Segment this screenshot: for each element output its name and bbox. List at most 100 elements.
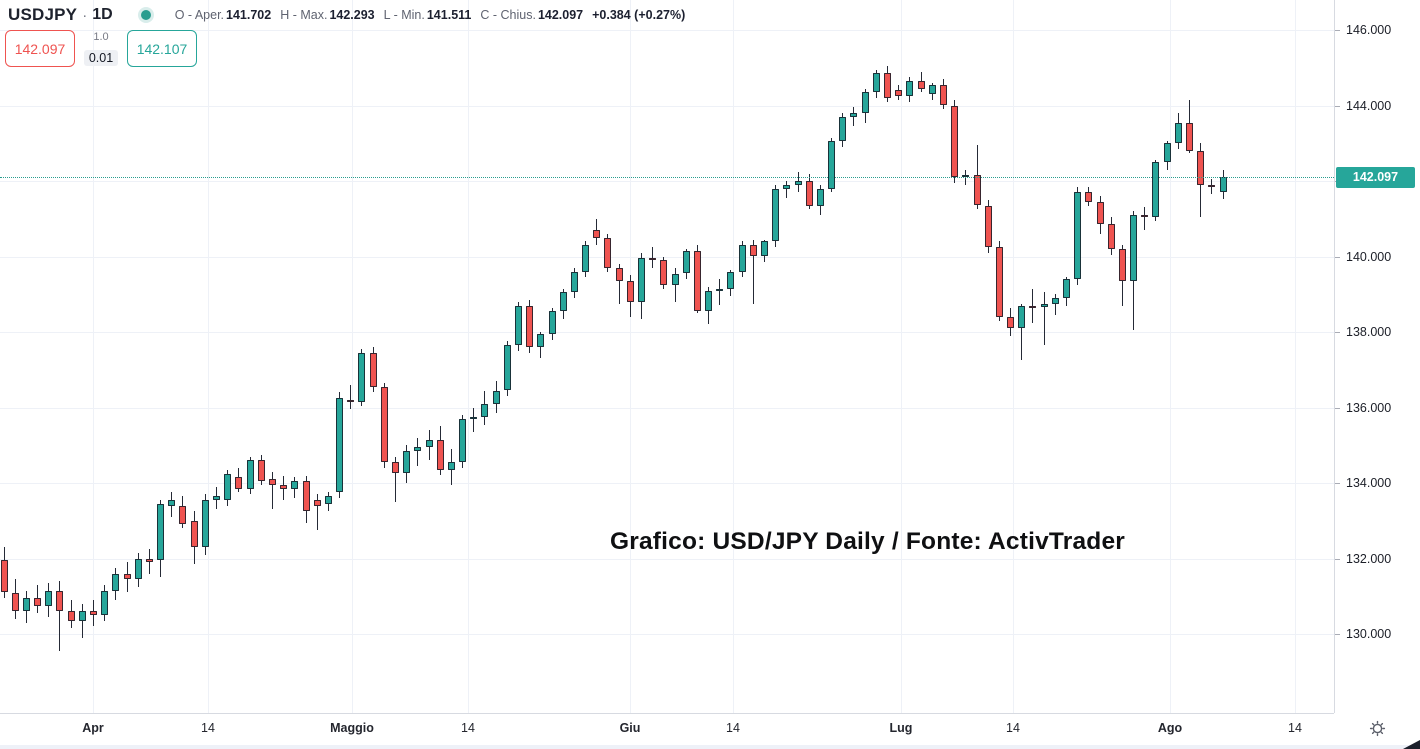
candle (850, 113, 858, 117)
candle-wick (618, 264, 620, 304)
candle (906, 81, 914, 97)
order-panel: 142.097 1.0 0.01 142.107 (5, 30, 197, 67)
horizontal-gridline (0, 483, 1334, 484)
vertical-gridline (93, 0, 94, 713)
candle-wick (674, 267, 676, 302)
candle (716, 288, 724, 291)
vertical-gridline (630, 0, 631, 713)
vertical-gridline (352, 0, 353, 713)
candle (1118, 249, 1126, 282)
candle (436, 439, 444, 470)
time-axis-label: Maggio (330, 721, 374, 735)
candle (11, 592, 19, 612)
symbol-name[interactable]: USDJPY (8, 5, 78, 24)
candle (447, 462, 455, 470)
candle (1107, 224, 1115, 249)
candle (682, 250, 690, 274)
candle (380, 386, 388, 463)
candle (638, 258, 645, 302)
candle (805, 181, 813, 206)
price-axis-label: 138.000 (1346, 325, 1392, 339)
candle (313, 500, 321, 506)
candle (872, 73, 880, 93)
price-axis-label: 146.000 (1346, 23, 1392, 37)
chart-plot-area[interactable]: Grafico: USD/JPY Daily / Fonte: ActivTra… (0, 0, 1334, 713)
vertical-gridline (901, 0, 902, 713)
candle (302, 481, 310, 512)
legend-change: +0.384 (+0.27%) (592, 8, 686, 22)
time-axis[interactable]: Apr 14 Maggio 14 Giu 14 Lug 14 Ago 14 (0, 713, 1334, 749)
legend-value: 142.293 (329, 8, 375, 22)
candle (884, 73, 891, 98)
candle (570, 271, 578, 293)
vertical-gridline (1013, 0, 1014, 713)
symbol-interval-separator: · (82, 6, 88, 24)
interval-label[interactable]: 1D (92, 6, 113, 23)
candle (179, 505, 187, 525)
candle (839, 116, 847, 142)
candle (324, 496, 332, 504)
horizontal-gridline (0, 634, 1334, 635)
price-axis-tick (1335, 558, 1340, 560)
candle (1074, 192, 1082, 280)
candle (984, 205, 992, 247)
bottom-edge-strip (0, 745, 1420, 749)
candle (201, 500, 209, 548)
candle (537, 333, 545, 348)
price-axis-tick (1335, 634, 1340, 635)
price-axis[interactable]: 146.000144.000142.000140.000138.000136.0… (1334, 0, 1420, 713)
candle (1096, 201, 1104, 225)
candle (168, 500, 176, 506)
candle (280, 484, 288, 489)
vertical-gridline (468, 0, 469, 713)
horizontal-gridline (0, 30, 1334, 31)
candle (1130, 215, 1137, 282)
axis-corner (1334, 713, 1420, 749)
ohlc-legend: O - Aper. 141.702 H - Max. 142.293 L - Min. 1… (175, 8, 686, 22)
candle (1208, 184, 1216, 187)
time-axis-settings-button[interactable] (1366, 720, 1388, 742)
candle (123, 573, 131, 580)
candle (347, 400, 355, 402)
candle (358, 352, 366, 402)
candle (459, 418, 466, 463)
candle (1085, 192, 1093, 202)
candle (1185, 122, 1193, 151)
sell-bid-button[interactable]: 142.097 (5, 30, 75, 67)
price-axis-tick (1335, 256, 1340, 258)
candle-wick (316, 494, 318, 531)
candle (615, 267, 623, 281)
horizontal-gridline (0, 407, 1334, 409)
chart-watermark: Grafico: USD/JPY Daily / Fonte: ActivTra… (609, 528, 1126, 555)
candle (369, 352, 377, 387)
candle (816, 188, 824, 206)
candle (190, 520, 198, 548)
price-axis-label: 136.000 (1346, 400, 1392, 415)
horizontal-gridline (0, 256, 1334, 258)
candle-wick (1043, 292, 1045, 346)
candle (1174, 122, 1182, 144)
candle (995, 247, 1003, 317)
price-axis-tick (1335, 483, 1340, 484)
candle (1062, 279, 1070, 298)
candle (1163, 143, 1171, 163)
candle-wick (1021, 303, 1023, 361)
candle (749, 245, 757, 257)
candle-wick (350, 384, 352, 410)
candle-wick (786, 181, 788, 198)
candle (224, 473, 232, 500)
candle-wick (394, 456, 396, 502)
candle (213, 496, 220, 500)
time-axis-label: 14 (461, 721, 475, 735)
candle (548, 311, 556, 334)
candle (1219, 177, 1227, 193)
legend-label: H - Max. (280, 8, 328, 22)
spread-value: 1.0 (93, 31, 109, 43)
time-axis-label: 14 (201, 721, 215, 735)
time-axis-label: Ago (1157, 721, 1183, 735)
buy-ask-button[interactable]: 142.107 (127, 30, 197, 67)
candle-wick (719, 279, 721, 306)
candle (235, 477, 243, 489)
candle (45, 590, 53, 606)
